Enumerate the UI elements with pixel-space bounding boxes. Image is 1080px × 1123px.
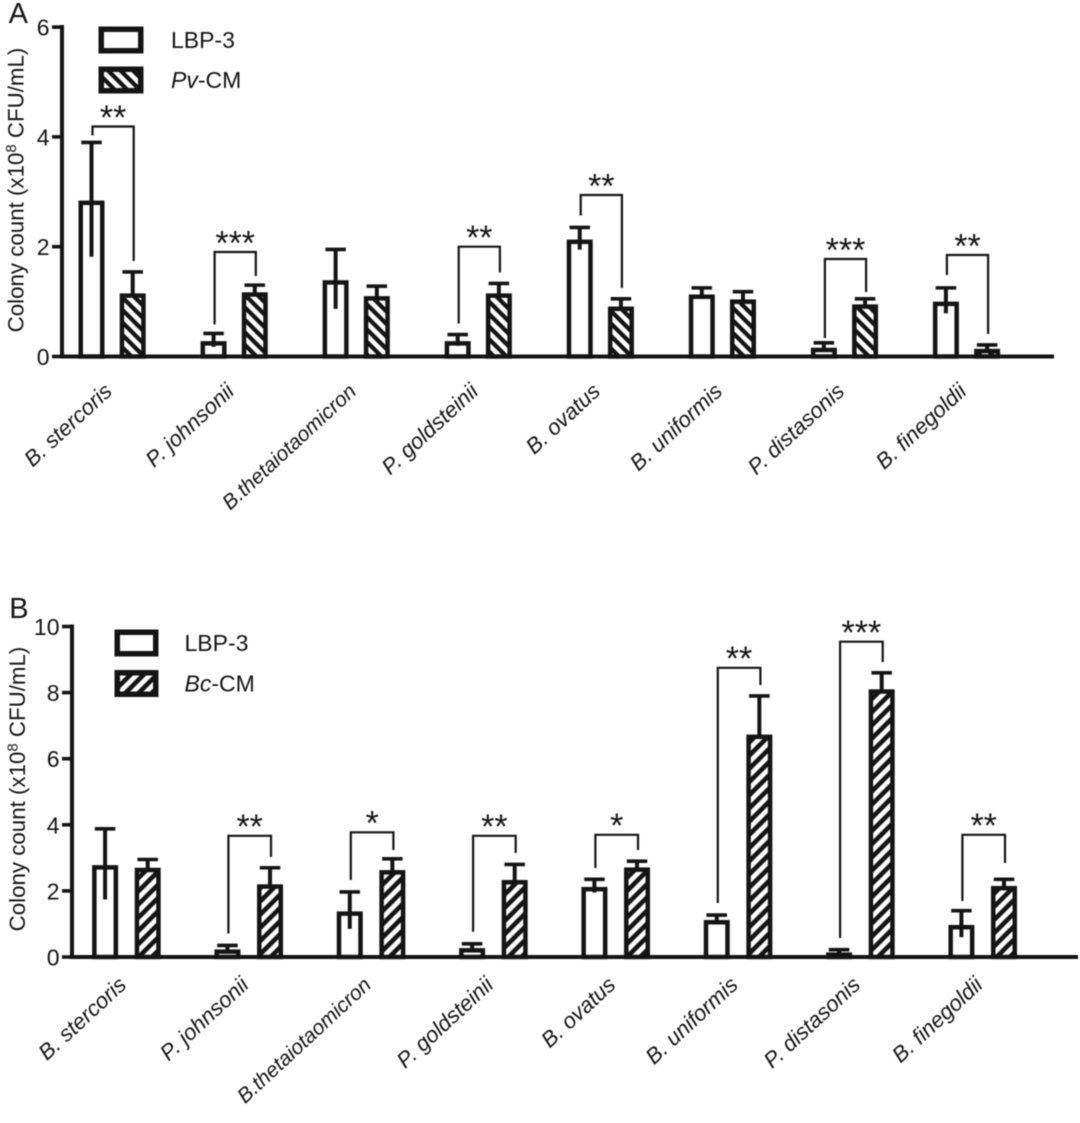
svg-text:**: ** [100, 99, 126, 137]
svg-text:**: ** [726, 640, 752, 678]
svg-text:0: 0 [37, 344, 50, 370]
svg-text:6: 6 [47, 746, 60, 772]
svg-text:B: B [9, 593, 28, 625]
svg-text:0: 0 [47, 945, 60, 971]
svg-text:Pv-CM: Pv-CM [171, 67, 241, 93]
svg-text:2: 2 [37, 234, 50, 260]
svg-text:6: 6 [37, 15, 50, 41]
svg-text:**: ** [588, 167, 614, 205]
svg-text:4: 4 [37, 124, 50, 150]
svg-text:A: A [9, 0, 29, 30]
svg-text:8: 8 [47, 680, 60, 706]
svg-text:LBP-3: LBP-3 [185, 630, 249, 656]
svg-text:4: 4 [47, 812, 60, 838]
svg-text:***: *** [842, 614, 882, 652]
svg-text:Bc-CM: Bc-CM [185, 671, 255, 697]
svg-text:***: *** [215, 224, 255, 262]
svg-text:LBP-3: LBP-3 [171, 27, 235, 53]
svg-text:Colony count (x108 CFU/mL): Colony count (x108 CFU/mL) [5, 647, 30, 932]
svg-text:***: *** [826, 231, 866, 269]
svg-text:**: ** [481, 808, 507, 846]
svg-text:**: ** [970, 807, 996, 845]
svg-text:*: * [365, 805, 378, 843]
svg-text:*: * [610, 807, 623, 845]
svg-text:10: 10 [34, 614, 60, 640]
svg-text:**: ** [466, 219, 492, 257]
svg-text:2: 2 [47, 878, 60, 904]
svg-text:**: ** [954, 227, 980, 265]
svg-text:Colony count (x108 CFU/mL): Colony count (x108 CFU/mL) [3, 48, 28, 333]
svg-text:**: ** [236, 808, 262, 846]
